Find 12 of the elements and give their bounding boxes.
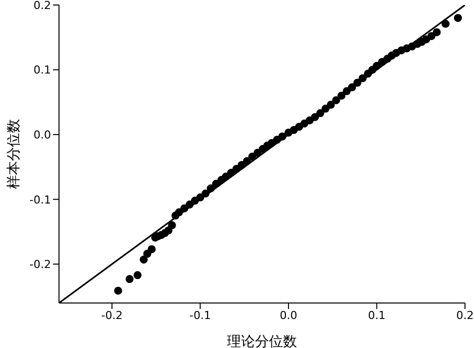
x-tick-label: 0.0: [280, 308, 298, 322]
y-axis-title: 样本分位数: [6, 119, 22, 189]
x-axis-title: 理论分位数: [227, 334, 297, 348]
x-tick-label: 0.1: [368, 308, 386, 322]
y-tick-label: -0.2: [30, 258, 51, 272]
y-tick-label: 0.2: [34, 0, 51, 12]
x-tick-label: 0.2: [456, 308, 474, 322]
y-tick-label: 0.1: [34, 64, 51, 77]
x-tick-label: -0.1: [189, 308, 211, 322]
x-tick-label: -0.2: [101, 308, 123, 322]
y-tick-label: -0.1: [30, 193, 51, 206]
y-tick-label: 0.0: [34, 128, 51, 142]
